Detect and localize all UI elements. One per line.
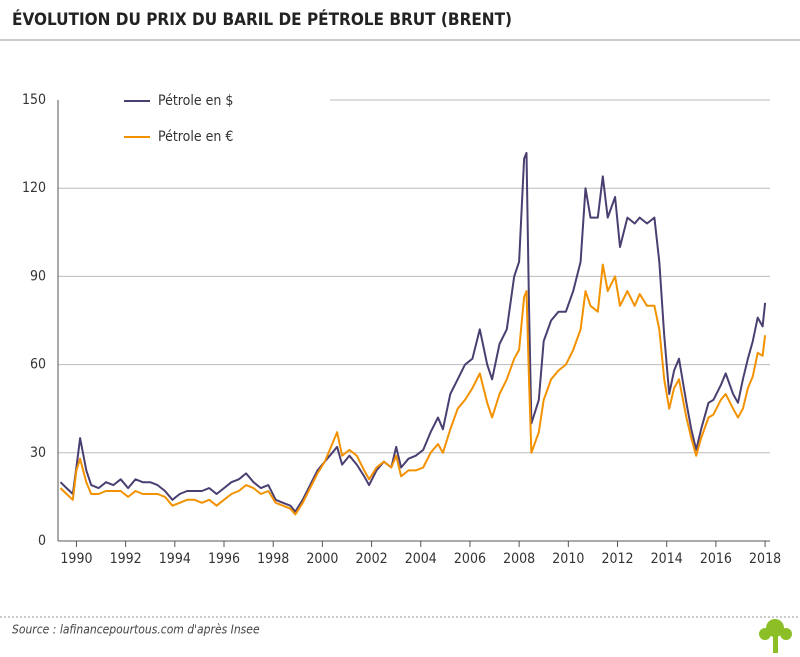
x-tick-label: 2008 (503, 551, 535, 567)
x-tick-label: 2004 (405, 551, 437, 567)
line-series (59, 151, 767, 513)
x-tick-label: 2016 (700, 551, 732, 567)
x-tick-label: 2010 (552, 551, 584, 567)
x-tick-label: 2006 (454, 551, 486, 567)
x-tick-label: 2018 (749, 551, 781, 567)
y-tick-label: 120 (22, 180, 46, 196)
legend-label: Pétrole en € (158, 129, 233, 145)
legend-label: Pétrole en $ (158, 93, 233, 109)
chart-title: ÉVOLUTION DU PRIX DU BARIL DE PÉTROLE BR… (12, 8, 512, 30)
y-tick-label: 150 (22, 92, 46, 108)
x-tick-label: 2000 (306, 551, 338, 567)
y-tick-label: 0 (38, 533, 46, 549)
source: Source : lafinancepourtous.com d'après I… (12, 623, 260, 637)
x-tick-label: 1996 (208, 551, 240, 567)
x-tick-label: 2012 (601, 551, 633, 567)
logo (759, 619, 792, 653)
x-tick-label: 1998 (257, 551, 289, 567)
y-tick-label: 90 (30, 268, 46, 284)
line-series (59, 263, 767, 516)
x-tick-label: 1990 (60, 551, 92, 567)
x-tick-label: 2002 (356, 551, 388, 567)
y-tick-label: 60 (30, 357, 46, 373)
y-tick-label: 30 (30, 445, 46, 461)
x-tick-label: 1992 (110, 551, 142, 567)
x-tick-label: 2014 (651, 551, 683, 567)
x-tick-label: 1994 (159, 551, 191, 567)
